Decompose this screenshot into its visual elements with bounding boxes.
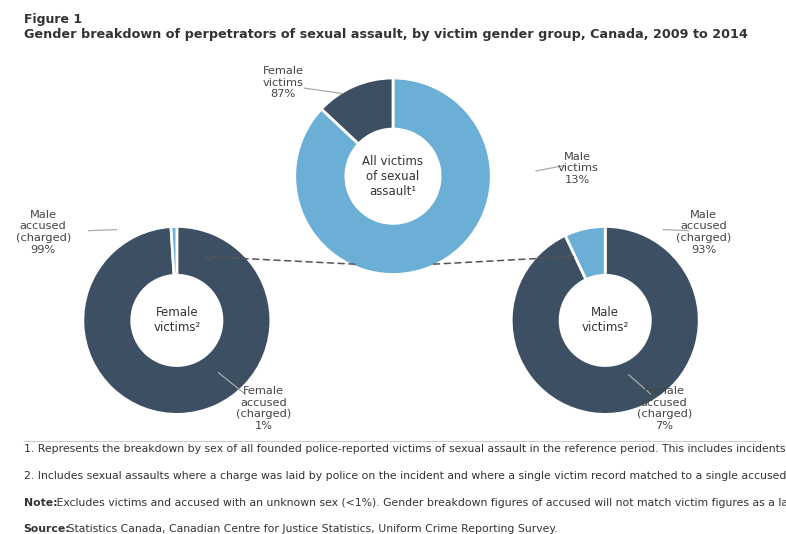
Wedge shape — [83, 226, 271, 414]
Text: Female
accused
(charged)
7%: Female accused (charged) 7% — [637, 386, 692, 431]
Text: Male
victims
13%: Male victims 13% — [557, 152, 598, 185]
Text: Female
victims²: Female victims² — [153, 307, 200, 334]
Text: Gender breakdown of perpetrators of sexual assault, by victim gender group, Cana: Gender breakdown of perpetrators of sexu… — [24, 28, 747, 41]
Wedge shape — [321, 78, 393, 144]
Text: Excludes victims and accused with an unknown sex (<1%). Gender breakdown figures: Excludes victims and accused with an unk… — [53, 498, 786, 508]
Text: All victims
of sexual
assault¹: All victims of sexual assault¹ — [362, 155, 424, 198]
Text: Note:: Note: — [24, 498, 57, 508]
Text: 2. Includes sexual assaults where a charge was laid by police on the incident an: 2. Includes sexual assaults where a char… — [24, 471, 786, 481]
Text: Male
accused
(charged)
93%: Male accused (charged) 93% — [676, 210, 731, 255]
Wedge shape — [295, 78, 491, 274]
Text: Female
victims
87%: Female victims 87% — [263, 66, 303, 99]
Text: 1. Represents the breakdown by sex of all founded police-reported victims of sex: 1. Represents the breakdown by sex of al… — [24, 444, 786, 454]
Wedge shape — [565, 226, 605, 280]
Text: Figure 1: Figure 1 — [24, 13, 82, 26]
Text: Female
accused
(charged)
1%: Female accused (charged) 1% — [236, 386, 291, 431]
Text: Source:: Source: — [24, 524, 70, 534]
Text: Male
accused
(charged)
99%: Male accused (charged) 99% — [16, 210, 71, 255]
Wedge shape — [511, 226, 700, 414]
Text: Male
victims²: Male victims² — [582, 307, 629, 334]
Text: Statistics Canada, Canadian Centre for Justice Statistics, Uniform Crime Reporti: Statistics Canada, Canadian Centre for J… — [64, 524, 558, 534]
Wedge shape — [171, 226, 177, 276]
